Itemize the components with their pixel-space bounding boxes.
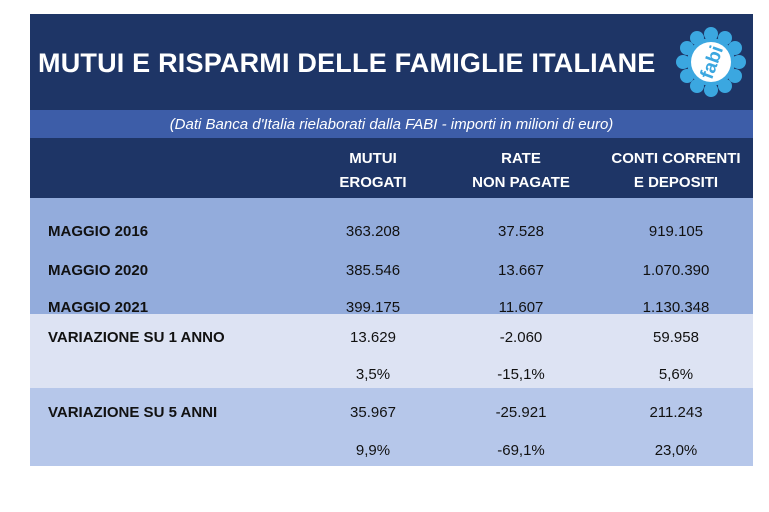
table-row: MAGGIO 2020 385.546 13.667 1.070.390 — [30, 258, 753, 284]
title-bar: MUTUI E RISPARMI DELLE FAMIGLIE ITALIANE… — [30, 14, 753, 110]
cell-conti: 211.243 — [649, 404, 703, 421]
cell-rate: -15,1% — [497, 366, 545, 383]
cell-rate: 37.528 — [498, 223, 544, 240]
cell-conti: 5,6% — [658, 366, 694, 383]
table-row: 3,5% -15,1% 5,6% — [30, 362, 753, 388]
column-header-line: EROGATI — [339, 174, 407, 191]
column-header-conti: CONTI CORRENTI E DEPOSITI — [601, 147, 751, 195]
cell-mutui: 399.175 — [345, 299, 401, 316]
cell-rate: -69,1% — [497, 442, 545, 459]
cell-mutui: 9,9% — [355, 442, 391, 459]
cell-mutui: 35.967 — [350, 404, 396, 421]
table-row: MAGGIO 2021 399.175 11.607 1.130.348 — [30, 295, 753, 321]
column-header-mutui: MUTUI EROGATI — [298, 147, 448, 195]
column-header-line: RATE — [501, 150, 541, 167]
cell-mutui: 3,5% — [355, 366, 391, 383]
cell-rate: 13.667 — [498, 262, 544, 279]
column-header-line: NON PAGATE — [472, 174, 570, 191]
block-years: MAGGIO 2016 363.208 37.528 919.105 MAGGI… — [30, 198, 753, 316]
cell-mutui: 363.208 — [345, 223, 401, 240]
cell-conti: 1.070.390 — [642, 262, 710, 279]
table-row: 9,9% -69,1% 23,0% — [30, 438, 753, 464]
block-variation-5-years: VARIAZIONE SU 5 ANNI 35.967 -25.921 211.… — [30, 388, 753, 466]
cell-rate: -25.921 — [495, 404, 547, 421]
table-frame: MUTUI E RISPARMI DELLE FAMIGLIE ITALIANE… — [30, 14, 753, 466]
column-header-line: MUTUI — [349, 150, 397, 167]
row-label: MAGGIO 2016 — [48, 223, 149, 240]
cell-conti: 1.130.348 — [642, 299, 710, 316]
table-row: VARIAZIONE SU 5 ANNI 35.967 -25.921 211.… — [30, 400, 753, 426]
cell-mutui: 13.629 — [350, 329, 396, 346]
row-label: VARIAZIONE SU 1 ANNO — [48, 329, 225, 346]
row-label: MAGGIO 2020 — [48, 262, 149, 279]
cell-conti: 59.958 — [653, 329, 699, 346]
column-header-line: E DEPOSITI — [633, 174, 719, 191]
page-title: MUTUI E RISPARMI DELLE FAMIGLIE ITALIANE — [38, 48, 656, 78]
cell-rate: 11.607 — [498, 299, 544, 316]
block-variation-1-year: VARIAZIONE SU 1 ANNO 13.629 -2.060 59.95… — [30, 314, 753, 388]
table-row: MAGGIO 2016 363.208 37.528 919.105 — [30, 219, 753, 245]
table-row: VARIAZIONE SU 1 ANNO 13.629 -2.060 59.95… — [30, 325, 753, 351]
cell-conti: 919.105 — [648, 223, 704, 240]
cell-mutui: 385.546 — [345, 262, 401, 279]
column-header-line: CONTI CORRENTI — [611, 150, 741, 167]
cell-rate: -2.060 — [499, 329, 543, 346]
row-label: MAGGIO 2021 — [48, 299, 149, 316]
fabi-logo: fabi — [676, 27, 746, 97]
subtitle: (Dati Banca d'Italia rielaborati dalla F… — [169, 116, 614, 133]
column-header-rate: RATE NON PAGATE — [446, 147, 596, 195]
cell-conti: 23,0% — [654, 442, 698, 459]
subtitle-bar: (Dati Banca d'Italia rielaborati dalla F… — [30, 110, 753, 138]
row-label: VARIAZIONE SU 5 ANNI — [48, 404, 218, 421]
column-header-bar: MUTUI EROGATI RATE NON PAGATE CONTI CORR… — [30, 138, 753, 198]
